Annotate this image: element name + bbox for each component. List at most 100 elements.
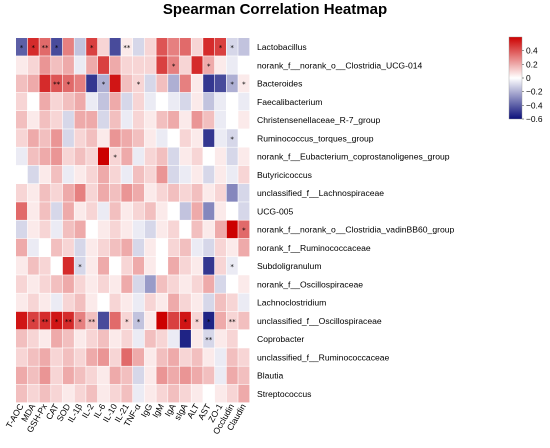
heatmap-cell <box>39 257 51 275</box>
heatmap-cell <box>74 111 86 129</box>
row-label: Lactobacillus <box>257 42 307 52</box>
heatmap-cell <box>27 311 39 330</box>
heatmap-cell <box>121 92 133 111</box>
significance-star: ** <box>123 44 131 52</box>
heatmap-cell <box>133 184 145 202</box>
heatmap-cell <box>133 257 145 275</box>
heatmap-cell <box>133 202 145 220</box>
heatmap-cell <box>179 311 191 330</box>
heatmap-cell <box>133 111 145 129</box>
heatmap-cell <box>97 293 109 312</box>
row-label: Butyricicoccus <box>257 170 312 180</box>
heatmap-cell <box>109 147 121 166</box>
heatmap-cell <box>74 165 86 184</box>
heatmap-cell <box>51 111 63 129</box>
row-label: norank_f__Ruminococcaceae <box>257 243 371 253</box>
heatmap-cell <box>238 111 250 129</box>
legend-tick-label: 0.4 <box>526 46 538 56</box>
heatmap-cell <box>238 384 250 403</box>
heatmap-cell <box>27 348 39 366</box>
heatmap-cell <box>168 165 180 184</box>
heatmap-cell <box>27 92 39 111</box>
significance-star: * <box>137 318 141 326</box>
heatmap-cell <box>226 257 238 275</box>
heatmap-cell <box>51 275 63 293</box>
heatmap-cell <box>168 147 180 166</box>
heatmap-cell <box>97 384 109 403</box>
heatmap-cell <box>74 275 86 293</box>
heatmap-cell <box>191 275 203 293</box>
heatmap-cell <box>214 238 226 257</box>
heatmap-cell <box>121 330 133 348</box>
heatmap-cell <box>226 111 238 129</box>
heatmap-cell <box>51 311 63 330</box>
heatmap-cell <box>74 384 86 403</box>
heatmap-cell <box>144 165 156 184</box>
heatmap-cell <box>179 238 191 257</box>
heatmap-cell <box>109 311 121 330</box>
heatmap-cell <box>144 348 156 366</box>
heatmap-cell <box>168 238 180 257</box>
heatmap-cell <box>191 56 203 74</box>
heatmap-cell <box>214 348 226 366</box>
heatmap-cell <box>179 384 191 403</box>
heatmap-cell <box>86 74 98 93</box>
heatmap-cell <box>156 38 168 56</box>
heatmap-cell <box>39 384 51 403</box>
heatmap-cell <box>51 202 63 220</box>
heatmap-cell <box>214 165 226 184</box>
heatmap-cell <box>51 92 63 111</box>
heatmap-cell <box>97 311 109 330</box>
significance-star: ** <box>65 318 73 326</box>
row-label: norank_f__norank_o__Clostridia_vadinBB60… <box>257 225 455 235</box>
heatmap-cell <box>109 384 121 403</box>
heatmap-cell <box>16 257 28 275</box>
heatmap-cell <box>214 293 226 312</box>
heatmap-cell <box>144 111 156 129</box>
heatmap-cell <box>238 147 250 166</box>
heatmap-cell <box>16 366 28 385</box>
heatmap-cell <box>27 366 39 385</box>
heatmap-cell <box>27 111 39 129</box>
heatmap-cell <box>144 74 156 93</box>
heatmap-cell <box>39 184 51 202</box>
heatmap-cell <box>203 293 215 312</box>
heatmap-cell <box>179 366 191 385</box>
heatmap-cell <box>97 129 109 147</box>
heatmap-cell <box>39 238 51 257</box>
heatmap-cell <box>179 348 191 366</box>
heatmap-cell <box>214 366 226 385</box>
heatmap-cell <box>214 311 226 330</box>
heatmap-cell <box>39 111 51 129</box>
heatmap-cell <box>109 184 121 202</box>
heatmap-cell <box>62 74 74 93</box>
heatmap-cell <box>238 348 250 366</box>
heatmap-cell <box>191 92 203 111</box>
heatmap-cell <box>16 311 28 330</box>
heatmap-cell <box>203 74 215 93</box>
heatmap-cell <box>51 184 63 202</box>
heatmap-cell <box>39 74 51 93</box>
significance-star: ** <box>205 336 213 344</box>
heatmap-cell <box>133 366 145 385</box>
heatmap-cell <box>156 238 168 257</box>
heatmap-cell <box>39 56 51 74</box>
heatmap-cell <box>179 184 191 202</box>
heatmap-cell <box>86 238 98 257</box>
significance-star: * <box>195 318 199 326</box>
heatmap-cell <box>214 384 226 403</box>
heatmap-cell <box>203 111 215 129</box>
heatmap-cell <box>133 238 145 257</box>
heatmap-cell <box>238 275 250 293</box>
heatmap-cell <box>27 56 39 74</box>
heatmap-cell <box>191 202 203 220</box>
heatmap-cell <box>214 257 226 275</box>
heatmap-cell <box>226 384 238 403</box>
heatmap-cell <box>86 111 98 129</box>
heatmap-cell <box>121 220 133 239</box>
heatmap-cell <box>214 92 226 111</box>
heatmap-cell <box>214 38 226 56</box>
heatmap-cell <box>51 129 63 147</box>
significance-star: * <box>67 81 71 89</box>
heatmap-cell <box>74 238 86 257</box>
